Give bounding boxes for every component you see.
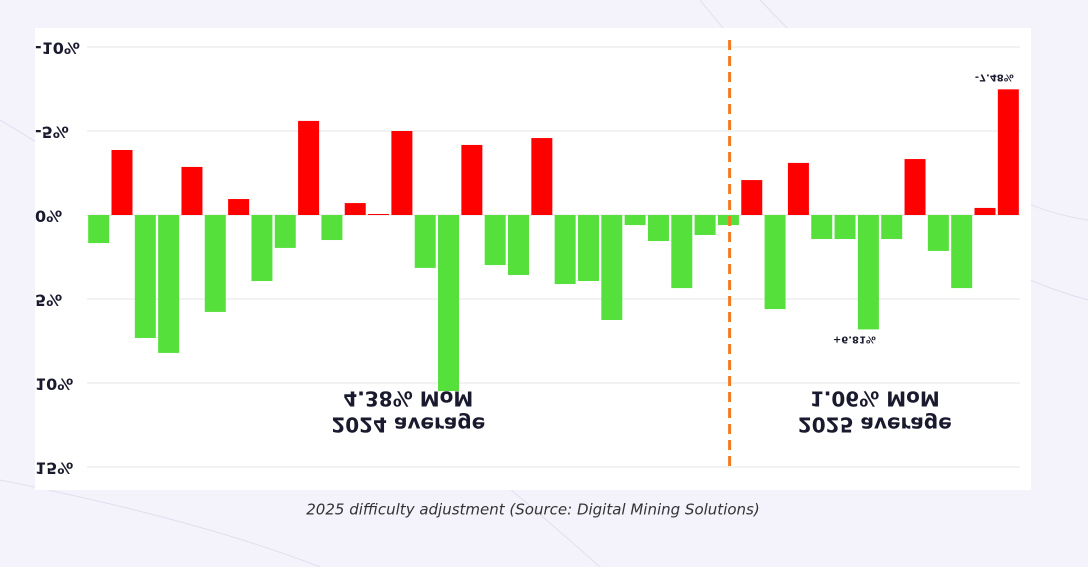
bar — [344, 203, 366, 215]
caption: 2025 difficulty adjustment (Source: Digi… — [306, 501, 759, 519]
value-label: -7.48% — [975, 71, 1014, 82]
bar — [787, 162, 809, 215]
bar — [111, 149, 133, 215]
bar — [741, 180, 763, 215]
bar — [368, 213, 390, 215]
bar — [881, 215, 903, 240]
bar — [228, 199, 250, 215]
bar — [134, 215, 156, 338]
bar — [624, 215, 646, 226]
bar — [461, 144, 483, 215]
bar — [857, 215, 879, 330]
bar — [997, 89, 1019, 215]
bar — [414, 215, 436, 268]
bar — [811, 215, 833, 240]
period-label: 4.38% MoM — [343, 387, 473, 411]
y-tick-label: 5% — [35, 291, 62, 310]
bar — [951, 215, 973, 289]
bar — [694, 215, 716, 235]
bar — [158, 215, 180, 353]
bar — [531, 138, 553, 215]
period-label: 1.06% MoM — [810, 387, 940, 411]
bar — [577, 215, 599, 282]
bar — [927, 215, 949, 251]
bar — [181, 166, 203, 215]
period-label: 2024 average — [331, 413, 485, 437]
bar — [647, 215, 669, 242]
bar — [974, 207, 996, 215]
bar — [601, 215, 623, 320]
bar — [904, 159, 926, 215]
value-label: +6.81% — [833, 333, 876, 344]
y-tick-label: 15% — [35, 459, 73, 478]
bar — [298, 120, 320, 215]
bar — [671, 215, 693, 289]
bar — [88, 215, 110, 244]
period-label: 2025 average — [798, 413, 952, 437]
y-tick-label: 10% — [35, 375, 73, 394]
bar — [321, 215, 343, 241]
bar — [274, 215, 296, 248]
bar — [508, 215, 530, 275]
y-tick-label: -10% — [35, 39, 80, 58]
bar — [484, 215, 506, 266]
bar — [834, 215, 856, 240]
y-tick-label: -5% — [35, 123, 69, 142]
bar — [438, 215, 460, 392]
bar — [204, 215, 226, 312]
bar — [764, 215, 786, 310]
bar — [554, 215, 576, 285]
y-tick-label: 0% — [35, 207, 62, 226]
bar — [251, 215, 273, 282]
bar — [391, 131, 413, 215]
